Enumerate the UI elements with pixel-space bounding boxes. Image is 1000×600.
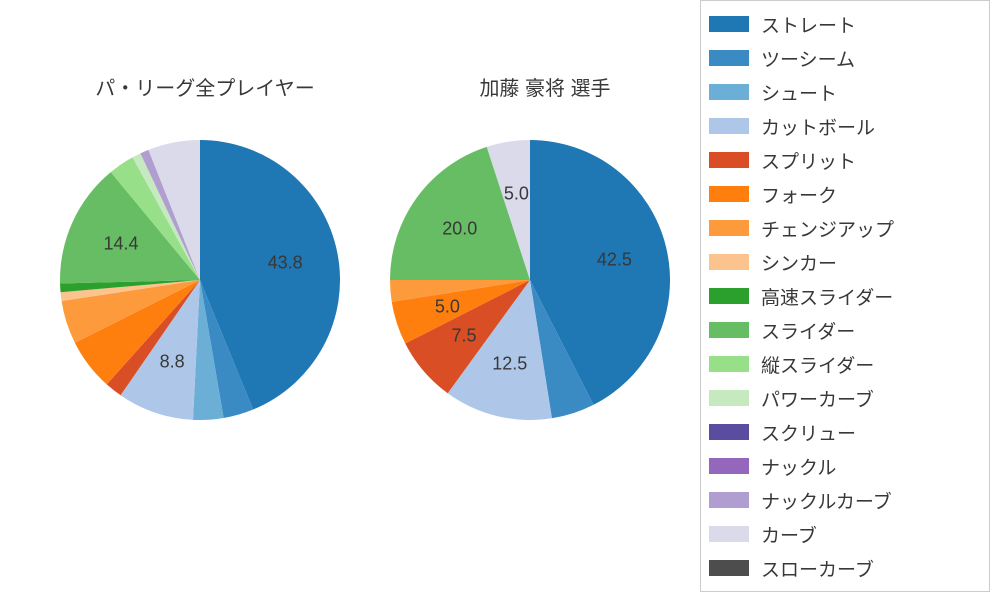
legend-row: チェンジアップ bbox=[709, 211, 981, 245]
legend-row: シンカー bbox=[709, 245, 981, 279]
legend-row: シュート bbox=[709, 75, 981, 109]
legend-label: ツーシーム bbox=[761, 45, 855, 72]
pie-slice-label: 43.8 bbox=[268, 253, 303, 274]
pie-slice-label: 7.5 bbox=[451, 326, 476, 347]
legend-swatch bbox=[709, 526, 749, 542]
legend-label: カーブ bbox=[761, 521, 817, 548]
legend-row: カットボール bbox=[709, 109, 981, 143]
legend-label: パワーカーブ bbox=[761, 385, 874, 412]
legend-label: ナックル bbox=[761, 453, 836, 480]
legend-swatch bbox=[709, 152, 749, 168]
legend-swatch bbox=[709, 288, 749, 304]
pie-chart-left: 43.8 8.8 14.4 bbox=[60, 140, 340, 420]
legend-label: シュート bbox=[761, 79, 837, 106]
legend-swatch bbox=[709, 50, 749, 66]
legend-row: スクリュー bbox=[709, 415, 981, 449]
legend-label: スプリット bbox=[761, 147, 856, 174]
legend-row: 高速スライダー bbox=[709, 279, 981, 313]
legend-label: 高速スライダー bbox=[761, 283, 893, 310]
pie-slice-label: 5.0 bbox=[504, 184, 529, 205]
legend-swatch bbox=[709, 118, 749, 134]
legend-swatch bbox=[709, 220, 749, 236]
pie-svg-left bbox=[60, 140, 340, 420]
pie-slice-label: 8.8 bbox=[160, 352, 185, 373]
legend-row: パワーカーブ bbox=[709, 381, 981, 415]
legend-label: 縦スライダー bbox=[761, 351, 874, 378]
legend-row: ナックル bbox=[709, 449, 981, 483]
legend-swatch bbox=[709, 254, 749, 270]
legend-swatch bbox=[709, 186, 749, 202]
legend: ストレートツーシームシュートカットボールスプリットフォークチェンジアップシンカー… bbox=[700, 0, 990, 592]
legend-row: フォーク bbox=[709, 177, 981, 211]
legend-swatch bbox=[709, 492, 749, 508]
legend-swatch bbox=[709, 84, 749, 100]
legend-swatch bbox=[709, 390, 749, 406]
legend-label: スローカーブ bbox=[761, 555, 874, 582]
legend-label: シンカー bbox=[761, 249, 837, 276]
legend-row: ナックルカーブ bbox=[709, 483, 981, 517]
legend-label: スクリュー bbox=[761, 419, 856, 446]
legend-label: スライダー bbox=[761, 317, 855, 344]
pie-chart-right: 42.5 12.5 7.5 5.0 20.0 5.0 bbox=[390, 140, 670, 420]
legend-label: ストレート bbox=[761, 11, 856, 38]
legend-swatch bbox=[709, 560, 749, 576]
legend-row: 縦スライダー bbox=[709, 347, 981, 381]
legend-row: ストレート bbox=[709, 7, 981, 41]
pie-slice-label: 14.4 bbox=[103, 234, 138, 255]
pie-slice-label: 20.0 bbox=[442, 218, 477, 239]
pie-title-right: 加藤 豪将 選手 bbox=[395, 72, 695, 101]
pie-slice-label: 42.5 bbox=[597, 249, 632, 270]
legend-label: フォーク bbox=[761, 181, 837, 208]
legend-swatch bbox=[709, 322, 749, 338]
pie-slice-label: 12.5 bbox=[492, 354, 527, 375]
pie-title-left: パ・リーグ全プレイヤー bbox=[55, 72, 355, 101]
chart-stage: パ・リーグ全プレイヤー 加藤 豪将 選手 43.8 8.8 14.4 42.5 12.… bbox=[0, 0, 1000, 600]
legend-swatch bbox=[709, 424, 749, 440]
legend-row: スプリット bbox=[709, 143, 981, 177]
pie-slice-label: 5.0 bbox=[435, 296, 460, 317]
legend-swatch bbox=[709, 458, 749, 474]
legend-row: ツーシーム bbox=[709, 41, 981, 75]
legend-swatch bbox=[709, 356, 749, 372]
pie-svg-right bbox=[390, 140, 670, 420]
legend-row: スライダー bbox=[709, 313, 981, 347]
legend-row: カーブ bbox=[709, 517, 981, 551]
legend-swatch bbox=[709, 16, 749, 32]
legend-label: ナックルカーブ bbox=[761, 487, 892, 514]
legend-row: スローカーブ bbox=[709, 551, 981, 585]
legend-label: チェンジアップ bbox=[761, 215, 894, 242]
legend-label: カットボール bbox=[761, 113, 875, 140]
